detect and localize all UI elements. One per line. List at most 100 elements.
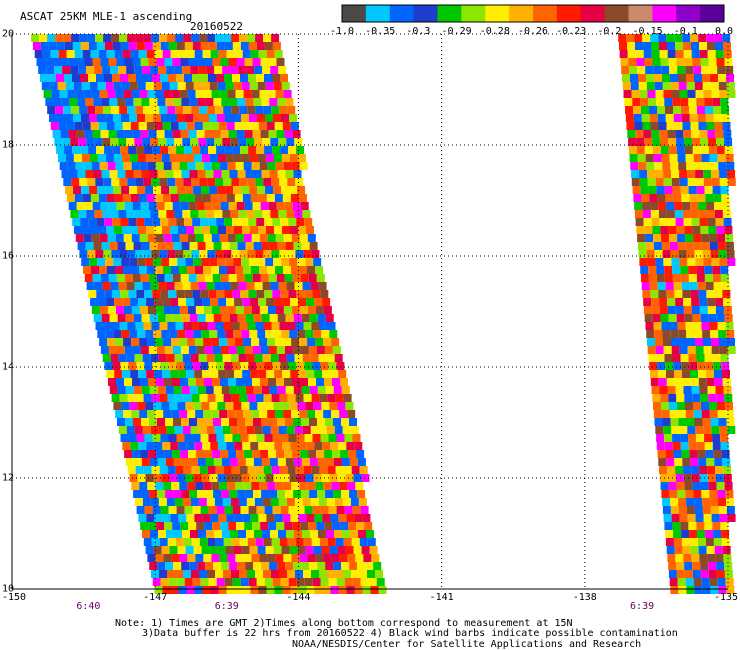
data-cell (723, 130, 732, 138)
data-cell (297, 330, 306, 338)
data-cell (273, 546, 282, 554)
data-cell (682, 378, 691, 386)
data-cell (129, 402, 138, 410)
data-cell (725, 154, 734, 162)
data-cell (704, 522, 713, 530)
data-cell (177, 186, 186, 194)
data-cell (255, 538, 264, 546)
data-cell (205, 458, 214, 466)
data-cell (74, 194, 83, 202)
data-cell (65, 82, 74, 90)
data-cell (645, 322, 654, 330)
data-cell (332, 346, 341, 354)
data-cell (88, 290, 97, 298)
data-cell (132, 202, 141, 210)
data-cell (718, 250, 727, 258)
data-cell (297, 186, 306, 194)
data-cell (48, 74, 56, 82)
data-cell (221, 386, 230, 394)
data-cell (662, 418, 671, 426)
data-cell (60, 58, 69, 66)
data-cell (678, 250, 687, 258)
data-cell (674, 210, 683, 218)
data-cell (653, 322, 662, 330)
data-cell (90, 50, 99, 58)
data-cell (177, 258, 186, 266)
data-cell (345, 474, 354, 482)
data-cell (651, 386, 660, 394)
data-cell (152, 218, 161, 226)
data-cell (226, 298, 235, 306)
data-cell (241, 154, 250, 162)
data-cell (95, 322, 104, 330)
data-cell (108, 378, 116, 386)
data-cell (289, 402, 298, 410)
data-cell (299, 234, 308, 242)
data-cell (177, 402, 186, 410)
data-cell (324, 378, 332, 386)
data-cell (92, 274, 101, 282)
data-cell (212, 378, 220, 386)
data-cell (118, 426, 127, 434)
data-cell (696, 442, 705, 450)
data-cell (316, 274, 325, 282)
data-cell (216, 218, 225, 226)
data-cell (89, 154, 98, 162)
data-cell (273, 82, 282, 90)
data-cell (290, 370, 299, 378)
data-cell (209, 258, 218, 266)
data-cell (278, 426, 287, 434)
data-cell (236, 58, 245, 66)
data-cell (61, 98, 70, 106)
data-cell (317, 490, 326, 498)
data-cell (258, 298, 267, 306)
data-cell (717, 242, 726, 250)
data-cell (665, 106, 673, 114)
data-cell (718, 74, 726, 82)
data-cell (225, 114, 233, 122)
data-cell (233, 114, 241, 122)
data-cell (258, 442, 267, 450)
data-cell (212, 450, 221, 458)
data-cell (211, 554, 220, 562)
data-cell (139, 234, 148, 242)
data-cell (168, 218, 177, 226)
data-cell (666, 546, 675, 554)
data-cell (128, 362, 137, 370)
data-cell (268, 58, 277, 66)
data-cell (681, 538, 690, 546)
data-cell (320, 434, 329, 442)
data-cell (298, 370, 307, 378)
data-cell (111, 250, 120, 258)
data-cell (241, 114, 249, 122)
data-cell (147, 90, 156, 98)
data-cell (237, 562, 246, 570)
data-cell (286, 426, 295, 434)
data-cell (273, 258, 282, 266)
data-cell (641, 282, 650, 290)
data-cell (199, 250, 208, 258)
data-cell (297, 258, 306, 266)
data-cell (205, 98, 214, 106)
data-cell (165, 418, 173, 426)
data-cell (232, 506, 241, 514)
data-cell (701, 490, 710, 498)
data-cell (74, 226, 82, 234)
data-cell (713, 362, 722, 370)
data-cell (287, 178, 296, 186)
data-cell (148, 202, 157, 210)
data-cell (186, 226, 194, 234)
data-cell (229, 458, 238, 466)
data-cell (713, 530, 722, 538)
data-cell (160, 146, 169, 154)
data-cell (31, 34, 40, 42)
data-cell (710, 250, 719, 258)
data-cell (122, 122, 131, 130)
data-cell (123, 90, 132, 98)
data-cell (288, 434, 297, 442)
data-cell (672, 186, 681, 194)
data-cell (376, 578, 385, 586)
data-cell (94, 66, 103, 74)
data-cell (693, 322, 702, 330)
data-cell (260, 58, 269, 66)
